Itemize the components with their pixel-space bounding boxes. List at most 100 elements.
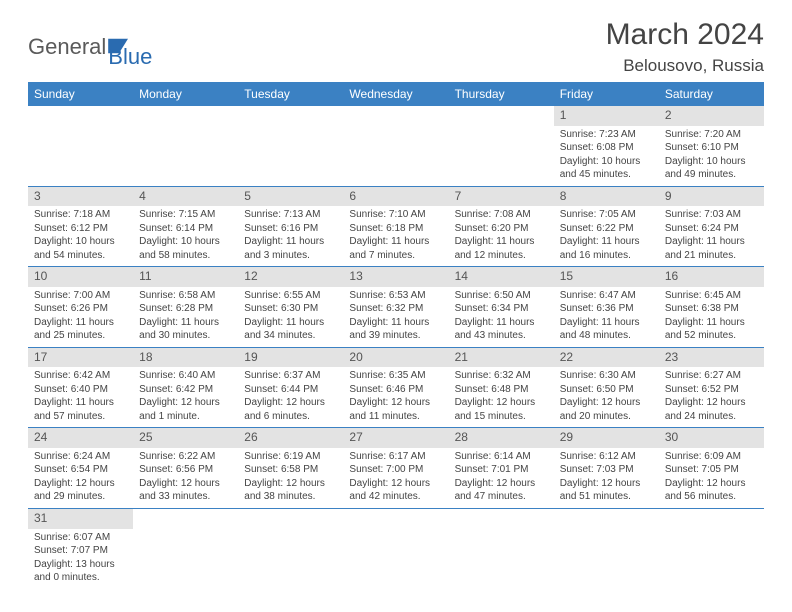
calendar-cell: 20Sunrise: 6:35 AMSunset: 6:46 PMDayligh… — [343, 347, 448, 428]
calendar-cell: 19Sunrise: 6:37 AMSunset: 6:44 PMDayligh… — [238, 347, 343, 428]
detail-line: Sunrise: 7:13 AM — [244, 208, 337, 222]
detail-line: Sunrise: 6:07 AM — [34, 531, 127, 545]
header: General Blue March 2024 Belousovo, Russi… — [28, 18, 764, 76]
day-number — [659, 509, 764, 529]
detail-line: and 3 minutes. — [244, 249, 337, 263]
detail-line: Sunrise: 6:24 AM — [34, 450, 127, 464]
detail-line: Sunset: 6:32 PM — [349, 302, 442, 316]
day-number: 16 — [659, 267, 764, 287]
detail-line: and 39 minutes. — [349, 329, 442, 343]
detail-line: Sunrise: 6:35 AM — [349, 369, 442, 383]
day-number: 11 — [133, 267, 238, 287]
detail-line: and 12 minutes. — [455, 249, 548, 263]
detail-line: Sunset: 6:20 PM — [455, 222, 548, 236]
location: Belousovo, Russia — [606, 56, 764, 76]
day-number: 29 — [554, 428, 659, 448]
brand-logo: General Blue — [28, 24, 152, 70]
calendar-cell — [554, 508, 659, 588]
weekday-header: Thursday — [449, 82, 554, 106]
detail-line: and 54 minutes. — [34, 249, 127, 263]
detail-line: Sunset: 7:03 PM — [560, 463, 653, 477]
detail-line: and 0 minutes. — [34, 571, 127, 585]
calendar-cell: 6Sunrise: 7:10 AMSunset: 6:18 PMDaylight… — [343, 186, 448, 267]
day-number — [343, 509, 448, 529]
calendar-cell — [133, 106, 238, 186]
detail-line: Daylight: 11 hours — [244, 316, 337, 330]
detail-line: Sunrise: 6:12 AM — [560, 450, 653, 464]
day-number: 10 — [28, 267, 133, 287]
calendar-row: 1Sunrise: 7:23 AMSunset: 6:08 PMDaylight… — [28, 106, 764, 186]
detail-line: Sunset: 7:07 PM — [34, 544, 127, 558]
day-details: Sunrise: 6:14 AMSunset: 7:01 PMDaylight:… — [449, 448, 554, 508]
detail-line: Sunrise: 6:55 AM — [244, 289, 337, 303]
detail-line: Daylight: 11 hours — [455, 235, 548, 249]
brand-part2: Blue — [108, 44, 152, 70]
day-number: 8 — [554, 187, 659, 207]
detail-line: Sunset: 6:38 PM — [665, 302, 758, 316]
day-number: 18 — [133, 348, 238, 368]
day-details: Sunrise: 6:37 AMSunset: 6:44 PMDaylight:… — [238, 367, 343, 427]
day-details: Sunrise: 7:08 AMSunset: 6:20 PMDaylight:… — [449, 206, 554, 266]
calendar-cell: 2Sunrise: 7:20 AMSunset: 6:10 PMDaylight… — [659, 106, 764, 186]
detail-line: Sunrise: 7:10 AM — [349, 208, 442, 222]
calendar-cell: 5Sunrise: 7:13 AMSunset: 6:16 PMDaylight… — [238, 186, 343, 267]
detail-line: Daylight: 11 hours — [665, 235, 758, 249]
day-details: Sunrise: 6:27 AMSunset: 6:52 PMDaylight:… — [659, 367, 764, 427]
weekday-header: Saturday — [659, 82, 764, 106]
detail-line: Sunset: 6:08 PM — [560, 141, 653, 155]
day-number: 1 — [554, 106, 659, 126]
day-number: 5 — [238, 187, 343, 207]
day-details: Sunrise: 6:47 AMSunset: 6:36 PMDaylight:… — [554, 287, 659, 347]
calendar-cell: 24Sunrise: 6:24 AMSunset: 6:54 PMDayligh… — [28, 428, 133, 509]
detail-line: Sunset: 6:30 PM — [244, 302, 337, 316]
day-number: 6 — [343, 187, 448, 207]
calendar-table: Sunday Monday Tuesday Wednesday Thursday… — [28, 82, 764, 589]
detail-line: Sunset: 6:14 PM — [139, 222, 232, 236]
day-details: Sunrise: 7:00 AMSunset: 6:26 PMDaylight:… — [28, 287, 133, 347]
calendar-cell: 16Sunrise: 6:45 AMSunset: 6:38 PMDayligh… — [659, 267, 764, 348]
day-details: Sunrise: 6:22 AMSunset: 6:56 PMDaylight:… — [133, 448, 238, 508]
detail-line: Sunrise: 6:58 AM — [139, 289, 232, 303]
detail-line: Sunset: 6:42 PM — [139, 383, 232, 397]
day-details: Sunrise: 7:15 AMSunset: 6:14 PMDaylight:… — [133, 206, 238, 266]
day-details: Sunrise: 6:53 AMSunset: 6:32 PMDaylight:… — [343, 287, 448, 347]
detail-line: Sunset: 7:05 PM — [665, 463, 758, 477]
detail-line: Daylight: 12 hours — [349, 396, 442, 410]
day-details: Sunrise: 6:07 AMSunset: 7:07 PMDaylight:… — [28, 529, 133, 589]
day-details: Sunrise: 7:20 AMSunset: 6:10 PMDaylight:… — [659, 126, 764, 186]
detail-line: Sunrise: 6:30 AM — [560, 369, 653, 383]
detail-line: Sunrise: 6:32 AM — [455, 369, 548, 383]
detail-line: Daylight: 12 hours — [34, 477, 127, 491]
day-number: 15 — [554, 267, 659, 287]
detail-line: and 57 minutes. — [34, 410, 127, 424]
detail-line: Sunrise: 6:53 AM — [349, 289, 442, 303]
detail-line: Daylight: 10 hours — [139, 235, 232, 249]
day-number — [28, 106, 133, 126]
detail-line: Daylight: 11 hours — [349, 316, 442, 330]
day-number: 13 — [343, 267, 448, 287]
calendar-row: 10Sunrise: 7:00 AMSunset: 6:26 PMDayligh… — [28, 267, 764, 348]
detail-line: Sunrise: 7:03 AM — [665, 208, 758, 222]
month-title: March 2024 — [606, 18, 764, 52]
detail-line: and 21 minutes. — [665, 249, 758, 263]
detail-line: and 6 minutes. — [244, 410, 337, 424]
day-number: 4 — [133, 187, 238, 207]
day-details: Sunrise: 7:03 AMSunset: 6:24 PMDaylight:… — [659, 206, 764, 266]
detail-line: Sunset: 6:12 PM — [34, 222, 127, 236]
calendar-row: 17Sunrise: 6:42 AMSunset: 6:40 PMDayligh… — [28, 347, 764, 428]
calendar-body: 1Sunrise: 7:23 AMSunset: 6:08 PMDaylight… — [28, 106, 764, 589]
detail-line: and 11 minutes. — [349, 410, 442, 424]
day-number: 9 — [659, 187, 764, 207]
detail-line: Sunrise: 7:05 AM — [560, 208, 653, 222]
calendar-cell: 15Sunrise: 6:47 AMSunset: 6:36 PMDayligh… — [554, 267, 659, 348]
detail-line: and 15 minutes. — [455, 410, 548, 424]
detail-line: Sunrise: 6:17 AM — [349, 450, 442, 464]
day-details: Sunrise: 7:05 AMSunset: 6:22 PMDaylight:… — [554, 206, 659, 266]
detail-line: Daylight: 11 hours — [665, 316, 758, 330]
day-details: Sunrise: 6:09 AMSunset: 7:05 PMDaylight:… — [659, 448, 764, 508]
calendar-cell — [238, 508, 343, 588]
detail-line: Daylight: 11 hours — [455, 316, 548, 330]
day-number: 28 — [449, 428, 554, 448]
detail-line: Sunrise: 6:37 AM — [244, 369, 337, 383]
detail-line: Sunrise: 6:40 AM — [139, 369, 232, 383]
